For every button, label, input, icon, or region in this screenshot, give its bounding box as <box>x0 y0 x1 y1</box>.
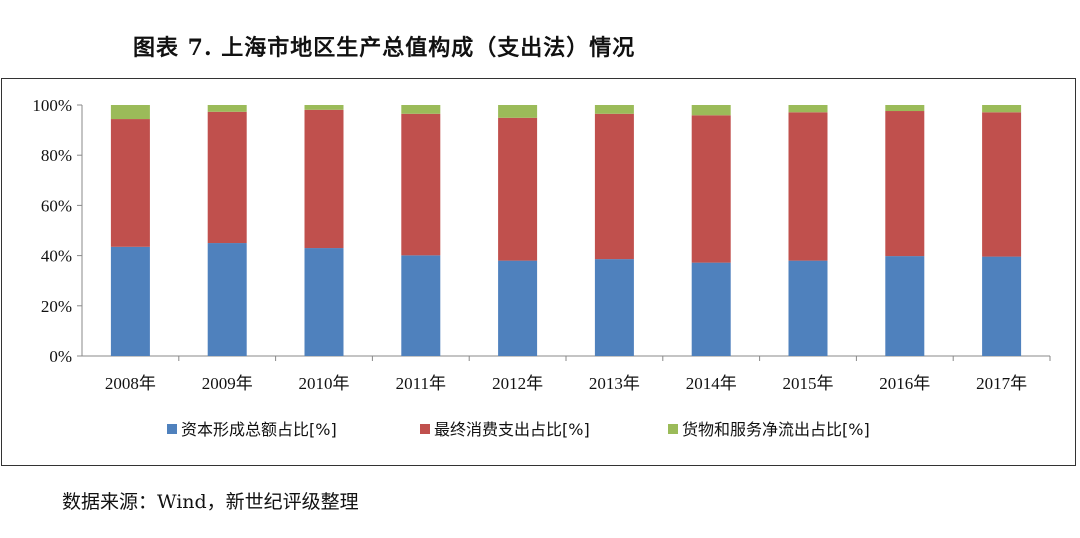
x-tick-label: 2015年 <box>783 374 834 393</box>
bar-segment-2012年-1 <box>498 117 538 261</box>
y-tick-label: 100% <box>32 96 72 115</box>
bar-segment-2015年-2 <box>788 105 828 113</box>
x-tick-label: 2013年 <box>589 374 640 393</box>
bar-segment-2016年-2 <box>885 105 925 112</box>
chart-frame <box>1 78 1076 466</box>
x-tick-label: 2010年 <box>299 374 350 393</box>
y-tick-label: 80% <box>41 146 72 165</box>
bar-segment-2016年-0 <box>885 256 925 356</box>
bar-segment-2014年-1 <box>691 115 731 263</box>
bar-segment-2015年-0 <box>788 260 828 356</box>
bar-segment-2011年-0 <box>401 255 441 356</box>
bar-segment-2010年-1 <box>304 109 344 249</box>
bar-segment-2009年-1 <box>207 111 247 244</box>
legend-label: 资本形成总额占比[%] <box>181 420 337 439</box>
bar-segment-2011年-1 <box>401 113 441 256</box>
bar-segment-2008年-2 <box>110 105 150 120</box>
x-tick-label: 2008年 <box>105 374 156 393</box>
bar-segment-2010年-2 <box>304 105 344 110</box>
bar-segment-2008年-0 <box>110 246 150 356</box>
x-tick-label: 2014年 <box>686 374 737 393</box>
bar-segment-2017年-0 <box>982 256 1022 356</box>
legend-label: 最终消费支出占比[%] <box>434 420 590 439</box>
bar-segment-2009年-0 <box>207 243 247 356</box>
bar-segment-2011年-2 <box>401 105 441 114</box>
y-tick-label: 20% <box>41 297 72 316</box>
bar-segment-2014年-0 <box>691 262 731 356</box>
chart-title: 图表 7. 上海市地区生产总值构成（支出法）情况 <box>133 35 636 61</box>
bar-segment-2013年-2 <box>594 105 634 114</box>
bar-segment-2013年-0 <box>594 259 634 356</box>
bar-segment-2015年-1 <box>788 112 828 261</box>
x-tick-label: 2012年 <box>492 374 543 393</box>
x-tick-label: 2017年 <box>976 374 1027 393</box>
bar-segment-2009年-2 <box>207 105 247 112</box>
x-tick-label: 2011年 <box>396 374 446 393</box>
y-tick-label: 40% <box>41 247 72 266</box>
legend-swatch <box>668 424 678 434</box>
bar-segment-2013年-1 <box>594 113 634 260</box>
bar-segment-2010年-0 <box>304 248 344 356</box>
y-tick-label: 60% <box>41 196 72 215</box>
bar-segment-2012年-2 <box>498 105 538 118</box>
legend-label: 货物和服务净流出占比[%] <box>682 420 870 439</box>
bar-segment-2017年-2 <box>982 105 1022 113</box>
bar-segment-2012年-0 <box>498 260 538 356</box>
source-note: 数据来源：Wind，新世纪评级整理 <box>62 491 359 513</box>
x-tick-label: 2009年 <box>202 374 253 393</box>
bar-segment-2016年-1 <box>885 111 925 257</box>
x-tick-label: 2016年 <box>879 374 930 393</box>
bar-segment-2014年-2 <box>691 105 731 116</box>
legend-swatch <box>420 424 430 434</box>
bar-segment-2008年-1 <box>110 119 150 247</box>
bar-segment-2017年-1 <box>982 112 1022 257</box>
legend-swatch <box>167 424 177 434</box>
y-tick-label: 0% <box>49 347 72 366</box>
